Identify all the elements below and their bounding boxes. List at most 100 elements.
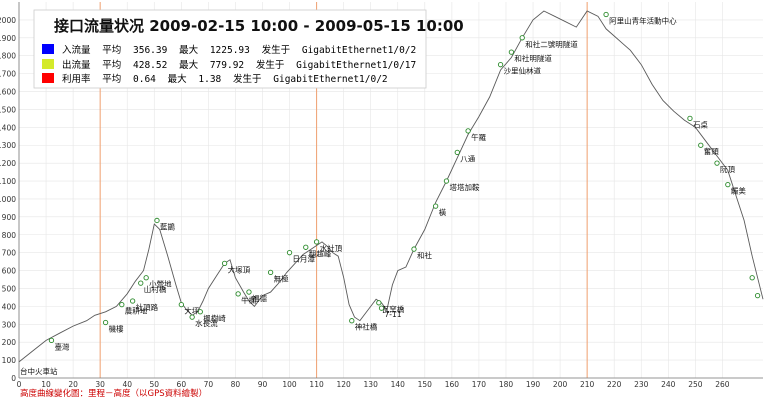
- x-tick-label: 190: [526, 380, 541, 389]
- y-tick-label: 500: [2, 284, 17, 293]
- x-tick-label: 250: [688, 380, 703, 389]
- waypoint-marker: [221, 260, 228, 267]
- waypoint-label: 福德: [252, 293, 267, 303]
- waypoint-marker: [754, 292, 761, 299]
- waypoint-label: 社頂路: [136, 302, 159, 312]
- waypoint-marker: [465, 128, 471, 134]
- waypoint-marker: [725, 181, 731, 188]
- x-tick-label: 160: [445, 380, 460, 389]
- waypoint-label: 奮頭: [704, 146, 719, 156]
- waypoint-label: 翻越峰: [309, 248, 332, 258]
- y-tick-label: 1100: [0, 177, 16, 186]
- waypoint-marker: [349, 318, 355, 324]
- waypoint-label: 大塚頂: [228, 264, 251, 274]
- waypoint-label: 無極: [274, 273, 289, 283]
- waypoint-label: 日月潭: [293, 255, 316, 264]
- waypoint-label: 沙里仙林道: [504, 66, 542, 76]
- waypoint-marker: [508, 49, 515, 55]
- x-tick-label: 150: [418, 380, 433, 389]
- waypoint-label: 藍鵲: [160, 221, 175, 231]
- x-tick-label: 0: [17, 380, 22, 389]
- series-layer: [18, 10, 764, 363]
- waypoint-label: 小營地: [149, 279, 172, 289]
- legend-background: [33, 9, 427, 89]
- legend-row-in: 入流量 平均 356.39 最大 1225.93 发生于 GigabitEthe…: [62, 44, 416, 56]
- waypoint-label: 石桌: [693, 119, 708, 129]
- waypoint-marker: [102, 319, 109, 326]
- waypoint-label: 山村橋: [144, 284, 167, 294]
- waypoint-marker: [376, 300, 382, 306]
- waypoint-label: 農耕地: [125, 306, 148, 316]
- waypoint-label: 和社: [417, 250, 432, 260]
- waypoint-label: 塔塔加鞍: [449, 182, 479, 192]
- waypoint-marker: [178, 301, 184, 308]
- waypoint-marker: [519, 35, 525, 41]
- legend-swatch-out: [42, 59, 54, 69]
- x-tick-label: 110: [309, 380, 324, 389]
- waypoint-label: 楓樹崎: [203, 313, 226, 323]
- y-tick-label: 1700: [0, 70, 16, 79]
- waypoint-marker: [267, 269, 274, 276]
- waypoint-marker: [189, 314, 195, 320]
- waypoint-label: 神社橋: [355, 322, 378, 332]
- waypoint-label: 阿里山青年活動中心: [609, 16, 677, 26]
- y-tick-label: 1600: [0, 88, 16, 97]
- x-tick-label: 100: [282, 380, 297, 389]
- x-tick-label: 260: [715, 380, 730, 389]
- x-origin-label: 台中火車站: [20, 366, 58, 376]
- footer-caption: 高度曲線變化圖：里程－高度（以GPS資料繪製）: [20, 388, 207, 399]
- x-tick-label: 230: [634, 380, 649, 389]
- x-tick-label: 90: [258, 380, 268, 389]
- x-tick-label: 220: [607, 380, 622, 389]
- y-tick-label: 1500: [0, 105, 16, 114]
- series-line: [18, 10, 764, 363]
- waypoint-label: 阮頂: [720, 165, 735, 174]
- waypoint-marker: [454, 149, 460, 156]
- waypoint-marker: [197, 309, 203, 315]
- y-tick-label: 1000: [0, 195, 16, 204]
- y-tick-label: 1300: [0, 141, 16, 150]
- waypoint-label: 水長流: [195, 318, 218, 328]
- x-tick-label: 210: [580, 380, 595, 389]
- waypoint-label: 和社明隧道: [514, 53, 552, 63]
- waypoint-label: 午羅: [471, 132, 486, 142]
- waypoint-label: 橫: [439, 207, 447, 217]
- waypoint-marker: [129, 298, 136, 304]
- waypoint-label: 八通: [460, 153, 475, 163]
- waypoint-marker: [714, 160, 720, 166]
- waypoint-marker: [119, 301, 125, 308]
- y-tick-label: 700: [2, 249, 17, 258]
- markers-layer: [48, 11, 761, 344]
- x-tick-label: 40: [122, 380, 132, 389]
- grid: [18, 2, 763, 379]
- y-tick-label: 400: [2, 302, 17, 311]
- x-tick-label: 20: [68, 380, 78, 389]
- waypoint-label: 水社頂: [320, 243, 343, 253]
- x-tick-label: 170: [472, 380, 487, 389]
- waypoint-label: 觸美: [731, 186, 746, 196]
- waypoint-label: 牛欄: [241, 295, 256, 305]
- legend-swatch-util: [42, 73, 54, 83]
- y-tick-label: 300: [2, 320, 17, 329]
- waypoint-marker: [138, 280, 144, 286]
- waypoint-marker: [286, 250, 293, 256]
- x-tick-label: 200: [553, 380, 568, 389]
- axes: 0100200300400500600700800900100011001200…: [0, 2, 763, 389]
- y-tick-label: 0: [11, 374, 16, 383]
- waypoint-marker: [378, 305, 385, 311]
- x-tick-label: 130: [364, 380, 379, 389]
- waypoint-marker: [411, 246, 417, 252]
- y-tick-label: 1900: [0, 34, 16, 43]
- waypoint-marker: [235, 291, 241, 297]
- waypoint-marker: [143, 275, 149, 281]
- y-tick-label: 1800: [0, 52, 16, 61]
- x-tick-label: 60: [177, 380, 187, 389]
- x-tick-label: 180: [499, 380, 514, 389]
- waypoint-label: 臺灣: [54, 341, 69, 351]
- waypoint-label: 瓦窯橋: [382, 304, 405, 314]
- waypoint-marker: [497, 62, 504, 68]
- y-tick-label: 600: [2, 267, 17, 276]
- y-tick-label: 2000: [0, 16, 16, 25]
